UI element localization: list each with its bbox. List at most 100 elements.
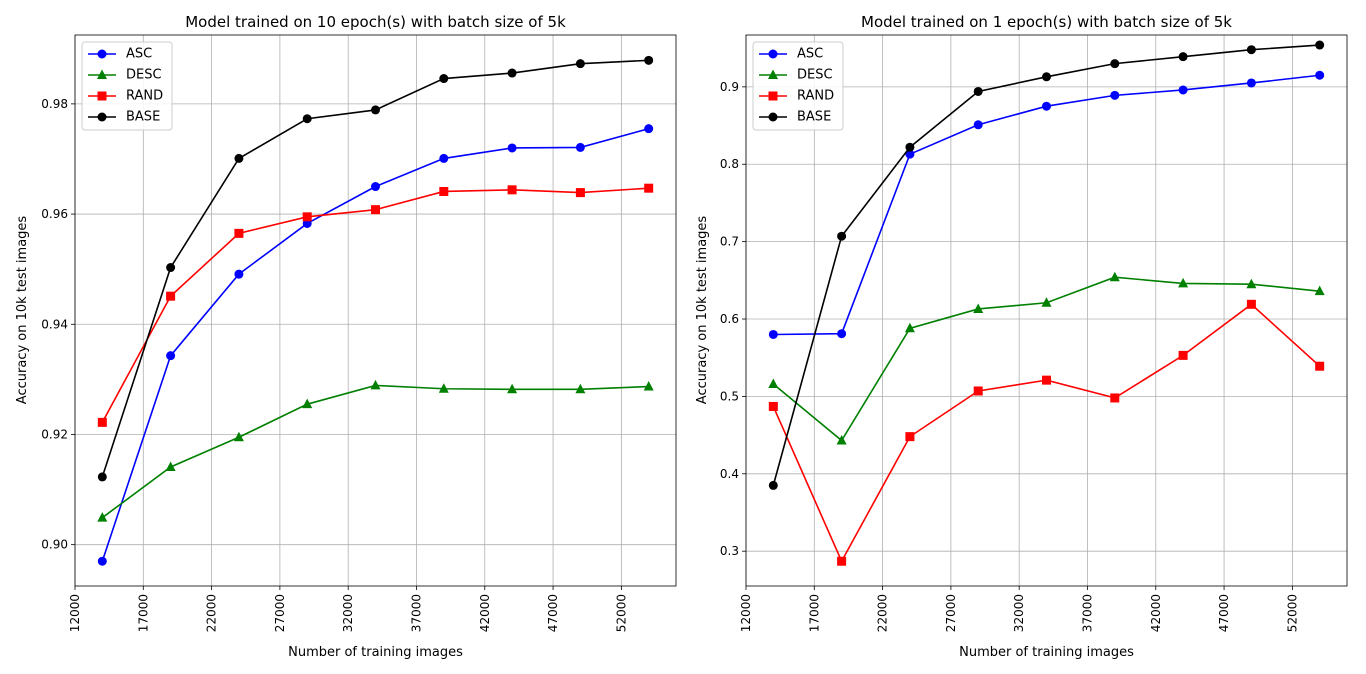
right-chart-series [768, 40, 1325, 566]
series-desc [768, 271, 1325, 445]
legend-asc-marker [768, 49, 778, 59]
left-chart-series [97, 55, 654, 566]
left-chart-ylabel: Accuracy on 10k test images [15, 216, 30, 405]
series-desc-point [370, 379, 381, 390]
left-chart-title: Model trained on 10 epoch(s) with batch … [185, 13, 566, 31]
series-asc-point [1110, 90, 1120, 100]
series-desc-point [438, 383, 449, 393]
legend-rand-label: RAND [126, 89, 163, 104]
series-rand-point [905, 432, 915, 442]
legend-box [752, 41, 844, 131]
legend-entry-base: BASE [88, 110, 160, 125]
legend-entry-base: BASE [759, 110, 831, 125]
legend-desc-label: DESC [126, 68, 162, 83]
series-base-point [768, 480, 778, 490]
series-base-point [1110, 59, 1120, 69]
legend-entry-rand: RAND [88, 89, 163, 104]
legend-asc-label: ASC [797, 47, 823, 62]
x-tick-label: 17000 [136, 594, 150, 632]
series-base-point [837, 231, 847, 241]
series-desc-point [1246, 278, 1257, 289]
x-tick-label: 42000 [478, 594, 492, 632]
series-desc-point [904, 322, 915, 333]
series-asc-point [644, 124, 654, 134]
series-asc-point [507, 143, 517, 153]
right-chart-ticks: 12000 17000 22000 27000 32000 37000 42000 47000… [720, 80, 1299, 632]
series-rand-point [768, 401, 778, 411]
x-tick-label: 47000 [546, 594, 560, 632]
y-tick-label: 0.8 [720, 157, 739, 171]
series-base-point [1178, 52, 1188, 62]
series-desc-point [768, 378, 779, 389]
right-chart: 12000 17000 22000 27000 32000 37000 42000 47000… [695, 13, 1348, 660]
series-base-point [973, 86, 983, 96]
series-base-point [371, 105, 380, 115]
y-tick-label: 0.92 [41, 427, 68, 441]
legend-asc-label: ASC [126, 47, 152, 62]
series-asc-point [97, 556, 107, 566]
x-tick-label: 27000 [944, 594, 958, 632]
series-base-point [644, 55, 654, 65]
y-tick-label: 0.9 [720, 80, 739, 94]
x-tick-label: 32000 [1012, 594, 1026, 632]
right-chart-axes-frame [745, 34, 1348, 587]
right-chart-legend: ASC DESC RAND BASE [752, 41, 844, 131]
series-rand-point [166, 291, 176, 301]
legend-desc-label: DESC [797, 68, 833, 83]
series-base [768, 40, 1325, 490]
series-base-point [575, 59, 585, 69]
series-asc-point [768, 329, 778, 339]
series-asc-point [371, 182, 380, 192]
series-base-point [507, 68, 517, 78]
x-tick-label: 52000 [1285, 594, 1299, 632]
y-tick-label: 0.96 [41, 207, 68, 221]
series-rand-point [1110, 393, 1120, 403]
y-tick-label: 0.94 [41, 317, 68, 331]
series-asc-point [905, 149, 915, 159]
legend-entry-desc: DESC [759, 68, 833, 83]
series-rand [97, 183, 654, 427]
series-rand-point [97, 417, 107, 427]
y-tick-label: 0.98 [41, 97, 68, 111]
series-asc-point [1042, 101, 1051, 111]
legend-rand-marker [97, 91, 107, 101]
series-rand [768, 299, 1325, 566]
right-chart-title: Model trained on 1 epoch(s) with batch s… [861, 13, 1232, 31]
x-tick-label: 12000 [68, 594, 82, 632]
series-rand-point [973, 386, 983, 396]
series-asc-point [1246, 78, 1256, 88]
series-rand-point [507, 185, 517, 195]
series-desc [97, 379, 654, 522]
series-asc-point [575, 142, 585, 152]
series-base-point [1315, 40, 1325, 50]
series-base-point [97, 472, 107, 482]
series-desc-point [302, 398, 313, 409]
left-chart-legend: ASC DESC RAND BASE [81, 41, 173, 131]
series-desc-point [97, 512, 108, 522]
x-tick-label: 42000 [1149, 594, 1163, 632]
legend-entry-asc: ASC [759, 47, 823, 62]
legend-box [81, 41, 173, 131]
x-tick-label: 37000 [409, 594, 423, 632]
legend-entry-rand: RAND [759, 89, 834, 104]
legend-rand-label: RAND [797, 89, 834, 104]
series-base-point [234, 153, 244, 163]
y-tick-label: 0.90 [41, 538, 68, 552]
left-chart-ticks: 12000 17000 22000 27000 32000 37000 42000 47000… [41, 97, 628, 632]
x-tick-label: 47000 [1217, 594, 1231, 632]
series-asc-point [837, 329, 847, 339]
series-rand-point [1246, 299, 1256, 309]
legend-base-marker [97, 112, 107, 122]
x-tick-label: 17000 [807, 594, 821, 632]
series-base-point [905, 142, 915, 152]
y-tick-label: 0.7 [720, 235, 739, 249]
series-desc-point [1314, 285, 1325, 296]
series-asc-point [1178, 85, 1188, 95]
series-base [97, 55, 654, 482]
series-asc-point [439, 153, 449, 163]
series-rand-point [1042, 375, 1051, 385]
series-asc-point [166, 351, 176, 361]
series-rand-point [1178, 350, 1188, 360]
